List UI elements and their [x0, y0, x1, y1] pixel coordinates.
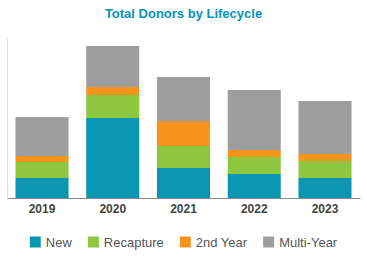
- legend-label: Multi-Year: [279, 235, 338, 250]
- title: Total Donors by Lifecycle: [105, 6, 262, 21]
- bar: [157, 168, 210, 198]
- x-tick-label: 2022: [241, 202, 268, 216]
- y-axis: [7, 39, 8, 199]
- bar: [86, 95, 139, 118]
- legend: New Recapture 2nd Year Multi-Year: [30, 235, 338, 250]
- bar: [298, 161, 351, 178]
- x-tick-label: 2019: [29, 202, 56, 216]
- bar: [228, 157, 281, 174]
- bars: [15, 46, 351, 198]
- x-tick: 2023: [312, 198, 339, 216]
- bar: [157, 77, 210, 121]
- legend-swatch: [88, 237, 99, 248]
- chart: Total Donors by Lifecycle 2019 2020 2021 202…: [0, 0, 367, 264]
- y-axis-line: [7, 39, 8, 199]
- bar: [15, 162, 68, 178]
- bar: [86, 87, 139, 95]
- bar: [298, 178, 351, 198]
- legend-label: 2nd Year: [196, 235, 248, 250]
- legend-label: New: [46, 235, 73, 250]
- bar: [15, 156, 68, 162]
- legend-item: Recapture: [88, 235, 164, 250]
- bar: [228, 90, 281, 150]
- x-axis: 2019 2020 2021 2022 2023: [8, 198, 361, 216]
- x-tick-label: 2021: [170, 202, 197, 216]
- bar: [86, 46, 139, 87]
- x-axis-line: [8, 198, 361, 199]
- x-tick-label: 2023: [312, 202, 339, 216]
- x-tick: 2020: [99, 198, 126, 216]
- bar: [228, 174, 281, 198]
- bar: [15, 117, 68, 156]
- legend-item: Multi-Year: [263, 235, 338, 250]
- bar: [298, 101, 351, 154]
- legend-swatch: [30, 237, 41, 248]
- legend-label: Recapture: [104, 235, 164, 250]
- legend-item: 2nd Year: [180, 235, 248, 250]
- bar: [298, 154, 351, 161]
- legend-swatch: [180, 237, 191, 248]
- bar: [15, 178, 68, 198]
- series-bars: [15, 46, 351, 156]
- x-tick: 2019: [29, 198, 56, 216]
- bar: [157, 121, 210, 146]
- legend-item: New: [30, 235, 73, 250]
- bar: [228, 150, 281, 157]
- x-tick: 2022: [241, 198, 268, 216]
- bar: [86, 118, 139, 198]
- legend-swatch: [263, 237, 274, 248]
- x-tick-label: 2020: [99, 202, 126, 216]
- x-tick: 2021: [170, 198, 197, 216]
- bar: [157, 146, 210, 168]
